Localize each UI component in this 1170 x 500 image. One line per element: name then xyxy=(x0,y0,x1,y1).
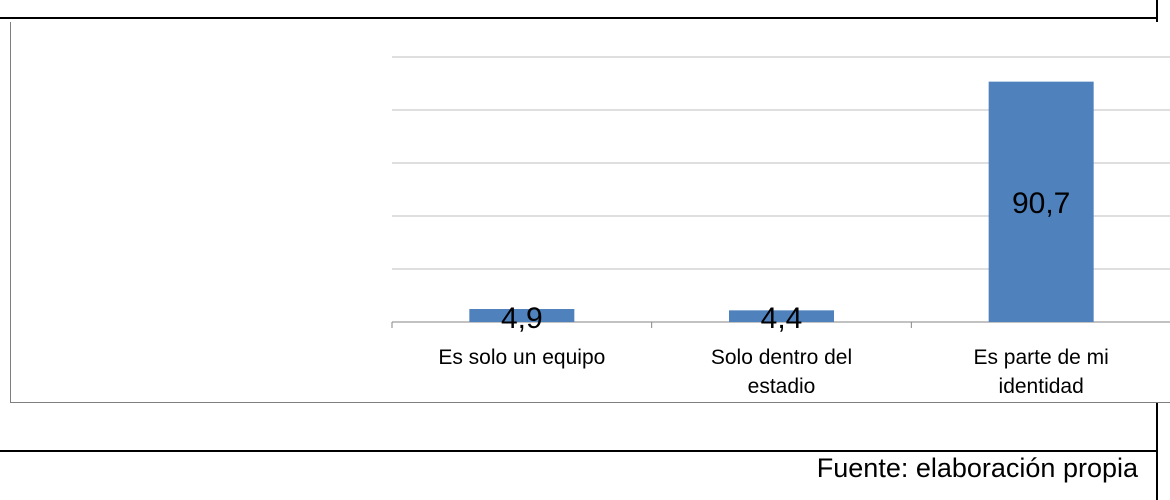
bar xyxy=(469,309,575,322)
data-label: 4,9 xyxy=(501,302,543,335)
category-label: Solo dentro del xyxy=(711,346,852,369)
chart-area: 4,9 Es solo un equipo 4,4 Solo dentro del es… xyxy=(10,22,1170,403)
data-label: 4,4 xyxy=(761,302,803,335)
data-label: 90,7 xyxy=(1012,187,1070,220)
source-note: Fuente: elaboración propia xyxy=(816,453,1138,483)
category-label: Es parte de mi xyxy=(973,346,1108,369)
table-top-border xyxy=(0,17,1158,19)
category-label: estadio xyxy=(748,375,816,398)
category-label: Es solo un equipo xyxy=(438,346,605,369)
bar xyxy=(729,310,834,322)
category-label: identidad xyxy=(999,375,1084,398)
bar-chart: 4,9 Es solo un equipo 4,4 Solo dentro del es… xyxy=(391,56,1170,398)
table-row-divider xyxy=(0,450,1158,452)
bar xyxy=(988,81,1094,322)
